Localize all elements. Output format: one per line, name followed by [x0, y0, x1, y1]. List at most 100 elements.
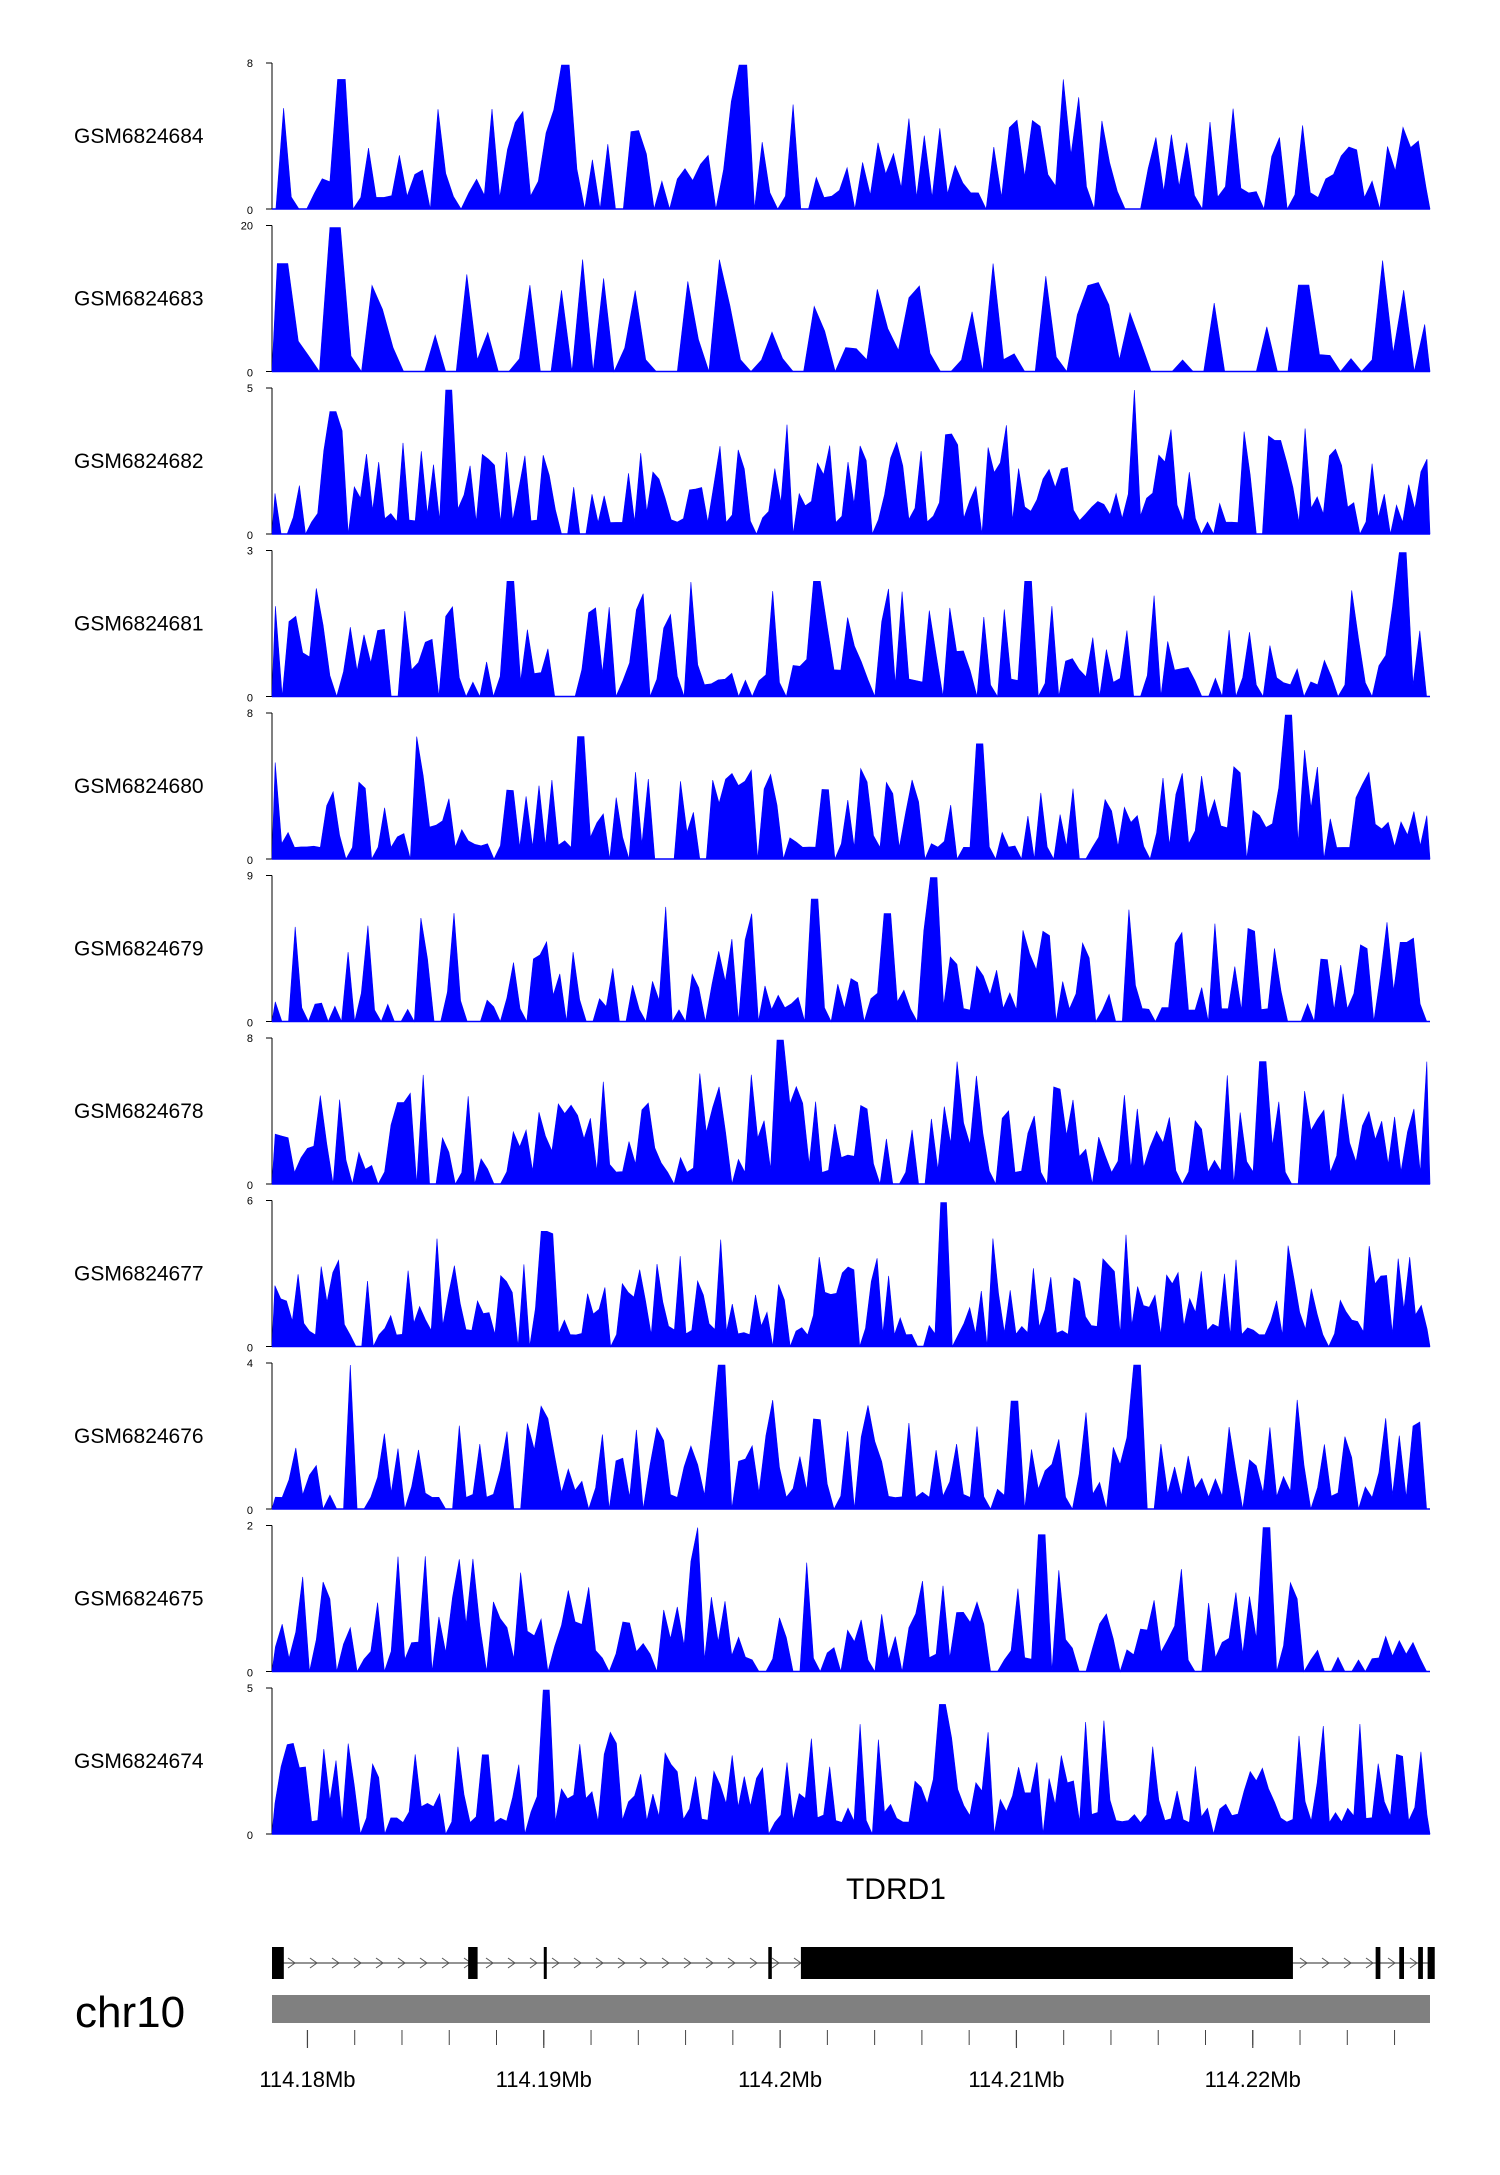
genome-axis-track: chr10 114.18Mb 114.19Mb 114.2Mb 114.21Mb 114…	[75, 1988, 1430, 2092]
exon-block	[768, 1947, 772, 1979]
y-tick-label-max: 5	[247, 1683, 253, 1695]
strand-arrow	[661, 1957, 670, 1969]
y-tick-label-max: 2	[247, 1521, 253, 1533]
y-tick-label-min: 0	[247, 205, 253, 217]
track-GSM6824680: GSM6824680 8 0	[74, 708, 1431, 867]
chromosome-label: chr10	[75, 1988, 185, 2037]
strand-arrow	[617, 1957, 626, 1969]
y-tick-label-max: 6	[247, 1196, 253, 1208]
track-GSM6824674: GSM6824674 5 0	[74, 1683, 1431, 1842]
strand-arrow	[529, 1957, 538, 1969]
y-tick-label-max: 20	[241, 221, 253, 233]
strand-arrow	[573, 1957, 582, 1969]
strand-arrow	[331, 1957, 340, 1969]
track-GSM6824684: GSM6824684 8 0	[74, 58, 1431, 217]
strand-arrow	[1321, 1957, 1330, 1969]
exon-block	[1427, 1947, 1435, 1979]
strand-arrow	[485, 1957, 494, 1969]
track-GSM6824682: GSM6824682 5 0	[74, 383, 1431, 542]
strand-arrow	[1343, 1957, 1352, 1969]
strand-arrow	[551, 1957, 560, 1969]
strand-arrow	[353, 1957, 362, 1969]
y-tick-label-max: 3	[247, 546, 253, 558]
y-tick-label-max: 8	[247, 1033, 253, 1045]
strand-arrow	[749, 1957, 758, 1969]
strand-arrow	[705, 1957, 714, 1969]
gene-model	[272, 1947, 1435, 1979]
coverage-area	[271, 1039, 1431, 1186]
y-tick-label-min: 0	[247, 1018, 253, 1030]
track-label: GSM6824680	[74, 775, 204, 798]
strand-arrow	[1409, 1957, 1418, 1969]
y-tick-label-max: 5	[247, 383, 253, 395]
axis-tick-label: 114.21Mb	[968, 2067, 1064, 2092]
track-GSM6824683: GSM6824683 20 0	[74, 221, 1431, 380]
y-tick-label-min: 0	[247, 368, 253, 380]
y-tick-label-max: 9	[247, 871, 253, 883]
strand-arrow	[683, 1957, 692, 1969]
exon-block	[1418, 1947, 1423, 1979]
axis-tick-label: 114.19Mb	[496, 2067, 592, 2092]
strand-arrow	[1387, 1957, 1396, 1969]
genome-axis-ticks: 114.18Mb 114.19Mb 114.2Mb 114.21Mb 114.22Mb	[259, 2030, 1396, 2092]
y-tick-label-min: 0	[247, 530, 253, 542]
strand-arrow	[287, 1957, 296, 1969]
exon-block	[1375, 1947, 1381, 1979]
coverage-area	[271, 1689, 1431, 1836]
y-tick-label-min: 0	[247, 855, 253, 867]
strand-arrow	[507, 1957, 516, 1969]
track-label: GSM6824674	[74, 1750, 204, 1773]
exon-block	[543, 1947, 547, 1979]
y-tick-label-min: 0	[247, 693, 253, 705]
axis-tick-label: 114.2Mb	[738, 2067, 822, 2092]
chromosome-ideogram-bar	[272, 1995, 1430, 2023]
coverage-area	[271, 389, 1431, 536]
exon-block	[1399, 1947, 1405, 1979]
y-tick-label-min: 0	[247, 1830, 253, 1842]
coverage-area	[271, 1202, 1431, 1348]
strand-arrow	[1365, 1957, 1374, 1969]
exon-block	[1058, 1947, 1293, 1979]
track-label: GSM6824683	[74, 288, 204, 311]
track-label: GSM6824682	[74, 450, 204, 473]
y-tick-label-min: 0	[247, 1180, 253, 1192]
strand-arrow	[595, 1957, 604, 1969]
coverage-area	[271, 877, 1430, 1023]
track-label: GSM6824675	[74, 1588, 204, 1611]
y-tick-label-min: 0	[247, 1505, 253, 1517]
coverage-area	[271, 714, 1431, 861]
axis-tick-label: 114.18Mb	[259, 2067, 355, 2092]
y-tick-label-max: 8	[247, 708, 253, 720]
track-GSM6824678: GSM6824678 8 0	[74, 1033, 1431, 1192]
strand-arrow	[727, 1957, 736, 1969]
strand-arrow	[419, 1957, 428, 1969]
strand-arrow	[397, 1957, 406, 1969]
gene-name-label: TDRD1	[846, 1873, 946, 1906]
track-GSM6824676: GSM6824676 4 0	[74, 1358, 1430, 1517]
strand-arrow	[375, 1957, 384, 1969]
strand-arrow	[1299, 1957, 1308, 1969]
track-label: GSM6824678	[74, 1100, 204, 1123]
track-label: GSM6824684	[74, 125, 204, 148]
track-GSM6824679: GSM6824679 9 0	[74, 871, 1430, 1030]
coverage-area	[272, 64, 1431, 211]
axis-tick-label: 114.22Mb	[1205, 2067, 1301, 2092]
exon-block	[468, 1947, 478, 1979]
strand-arrow	[441, 1957, 450, 1969]
coverage-area	[271, 552, 1430, 698]
exon-block	[272, 1947, 284, 1979]
coverage-area	[271, 1527, 1430, 1673]
y-tick-label-min: 0	[247, 1343, 253, 1355]
strand-arrow	[771, 1957, 780, 1969]
track-GSM6824677: GSM6824677 6 0	[74, 1196, 1431, 1355]
gene-track: TDRD1	[272, 1873, 1435, 1979]
track-GSM6824675: GSM6824675 2 0	[74, 1521, 1430, 1680]
track-label: GSM6824679	[74, 938, 204, 961]
coverage-tracks: GSM682468480GSM6824683200GSM682468250GSM…	[74, 58, 1431, 1842]
coverage-area	[271, 1364, 1430, 1511]
track-label: GSM6824676	[74, 1425, 204, 1448]
strand-arrow	[309, 1957, 318, 1969]
track-label: GSM6824681	[74, 613, 204, 636]
